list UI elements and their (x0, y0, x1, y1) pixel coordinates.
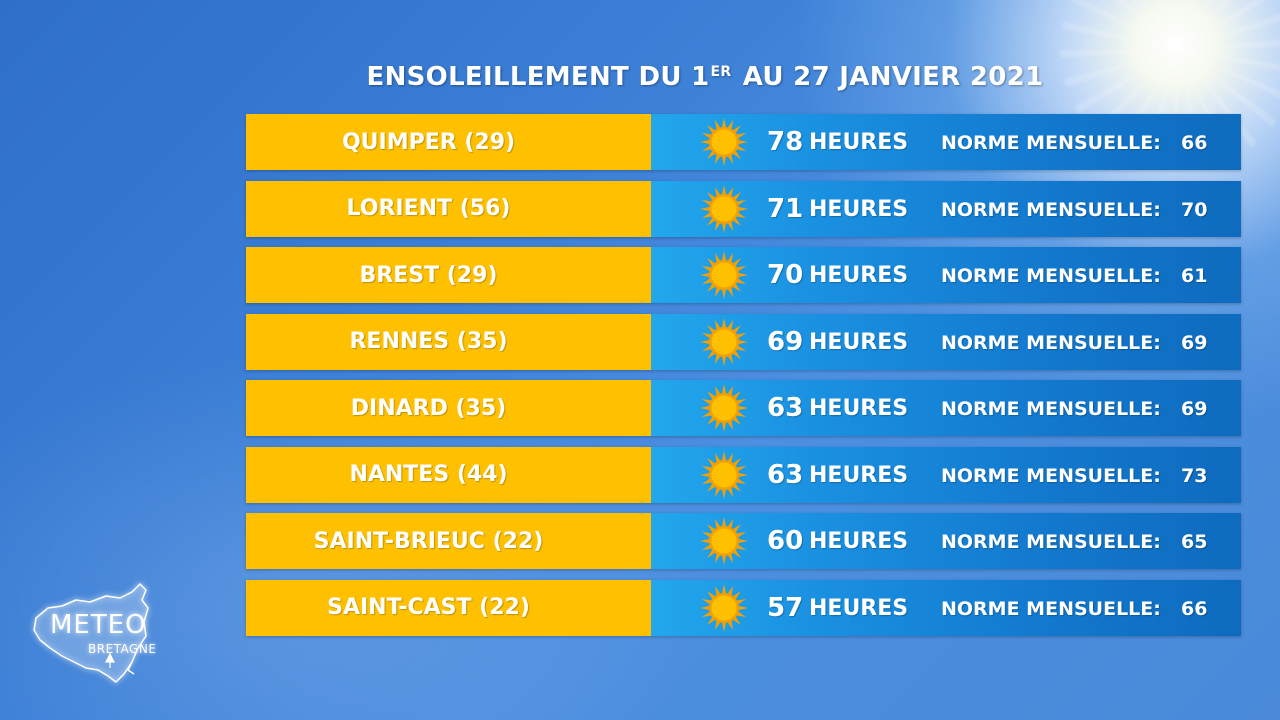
city-label: SAINT-BRIEUC (22) (246, 513, 651, 569)
hours-unit: HEURES (809, 595, 909, 621)
sun-icon (700, 450, 748, 499)
norm-value: 66 (1181, 597, 1208, 620)
logo-subtitle: BRETAGNE (88, 642, 157, 656)
sun-icon (700, 317, 748, 366)
hours-unit: HEURES (809, 329, 909, 355)
norm-value: 70 (1181, 198, 1208, 221)
hours-value: 78 (767, 127, 804, 157)
sun-icon (700, 384, 748, 432)
norm-label: NORME MENSUELLE: (941, 597, 1161, 620)
table-row: DINARD (35) 63 HEURES NORME MENSUELLE: 6… (246, 380, 1241, 436)
sunshine-info: 69 HEURES NORME MENSUELLE: 69 (651, 313, 1241, 370)
hours-unit: HEURES (809, 263, 909, 288)
sunshine-info: 63 HEURES NORME MENSUELLE: 69 (651, 380, 1241, 436)
city-label: QUIMPER (29) (246, 114, 651, 170)
city-label: LORIENT (56) (246, 180, 651, 237)
sunshine-info: 60 HEURES NORME MENSUELLE: 65 (651, 513, 1241, 569)
sunshine-info: 57 HEURES NORME MENSUELLE: 66 (651, 579, 1241, 636)
norm-label: NORME MENSUELLE: (941, 398, 1161, 420)
norm-value: 69 (1181, 398, 1208, 420)
norm-label: NORME MENSUELLE: (941, 265, 1161, 287)
sunshine-table: QUIMPER (29) 78 HEURES NORME MENSUELLE: … (246, 114, 1241, 646)
table-row: SAINT-BRIEUC (22) 60 HEURES NORME MENSUE… (246, 513, 1241, 569)
table-row: BREST (29) 70 HEURES NORME MENSUELLE: 61 (246, 247, 1241, 303)
norm-value: 65 (1181, 531, 1208, 553)
norm-label: NORME MENSUELLE: (941, 531, 1161, 553)
hours-value: 63 (767, 393, 804, 423)
sun-icon (700, 184, 748, 233)
sun-icon (700, 251, 748, 299)
city-label: NANTES (44) (246, 446, 651, 503)
city-label: DINARD (35) (246, 380, 651, 436)
hours-value: 63 (767, 459, 804, 490)
table-row: SAINT-CAST (22) 57 HEURES NORME MENSUELL… (246, 579, 1241, 636)
table-row: NANTES (44) 63 HEURES NORME MENSUELLE: 7… (246, 446, 1241, 503)
sunshine-info: 78 HEURES NORME MENSUELLE: 66 (651, 114, 1241, 170)
hours-value: 70 (767, 260, 804, 290)
table-row: LORIENT (56) 71 HEURES NORME MENSUELLE: … (246, 180, 1241, 237)
hours-unit: HEURES (809, 196, 909, 222)
norm-label: NORME MENSUELLE: (941, 331, 1161, 354)
city-label: RENNES (35) (246, 313, 651, 370)
sunshine-info: 71 HEURES NORME MENSUELLE: 70 (651, 180, 1241, 237)
norm-label: NORME MENSUELLE: (941, 198, 1161, 221)
sunshine-info: 63 HEURES NORME MENSUELLE: 73 (651, 446, 1241, 503)
sun-icon (700, 118, 748, 166)
norm-value: 73 (1181, 464, 1208, 487)
brittany-map-logo (33, 583, 149, 683)
sun-icon (700, 517, 748, 565)
norm-value: 61 (1181, 265, 1208, 287)
norm-value: 69 (1181, 331, 1208, 354)
page-title: ENSOLEILLEMENT DU 1ER AU 27 JANVIER 2021 (366, 62, 1044, 92)
hours-value: 57 (767, 592, 804, 623)
table-row: RENNES (35) 69 HEURES NORME MENSUELLE: 6… (246, 313, 1241, 370)
hours-unit: HEURES (809, 462, 909, 488)
sunshine-info: 70 HEURES NORME MENSUELLE: 61 (651, 247, 1241, 303)
logo-title: METEO (50, 610, 147, 640)
norm-value: 66 (1181, 132, 1208, 154)
hours-unit: HEURES (809, 396, 909, 421)
hours-value: 71 (767, 193, 804, 224)
norm-label: NORME MENSUELLE: (941, 464, 1161, 487)
hours-unit: HEURES (809, 529, 909, 554)
hours-value: 69 (767, 326, 804, 357)
hours-value: 60 (767, 526, 804, 556)
city-label: SAINT-CAST (22) (246, 579, 651, 636)
sun-icon (700, 583, 748, 632)
hours-unit: HEURES (809, 130, 909, 155)
city-label: BREST (29) (246, 247, 651, 303)
norm-label: NORME MENSUELLE: (941, 132, 1161, 154)
table-row: QUIMPER (29) 78 HEURES NORME MENSUELLE: … (246, 114, 1241, 170)
